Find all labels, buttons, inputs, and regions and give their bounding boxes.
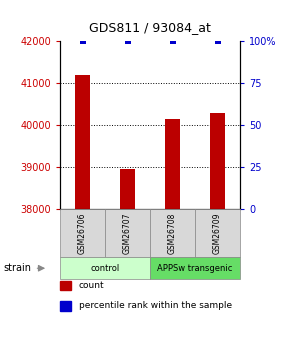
- Text: count: count: [79, 281, 104, 290]
- Point: [215, 39, 220, 44]
- Text: GSM26707: GSM26707: [123, 212, 132, 254]
- Point: [125, 39, 130, 44]
- Text: APPSw transgenic: APPSw transgenic: [157, 264, 233, 273]
- Text: strain: strain: [3, 263, 31, 273]
- Point: [170, 39, 175, 44]
- Text: percentile rank within the sample: percentile rank within the sample: [79, 301, 232, 310]
- Bar: [210, 112, 225, 209]
- Text: GDS811 / 93084_at: GDS811 / 93084_at: [89, 21, 211, 34]
- Bar: [75, 75, 90, 209]
- Bar: [165, 119, 180, 209]
- Bar: [120, 169, 135, 209]
- Text: control: control: [90, 264, 120, 273]
- Text: GSM26709: GSM26709: [213, 212, 222, 254]
- Point: [80, 39, 85, 44]
- Text: GSM26708: GSM26708: [168, 212, 177, 254]
- Text: GSM26706: GSM26706: [78, 212, 87, 254]
